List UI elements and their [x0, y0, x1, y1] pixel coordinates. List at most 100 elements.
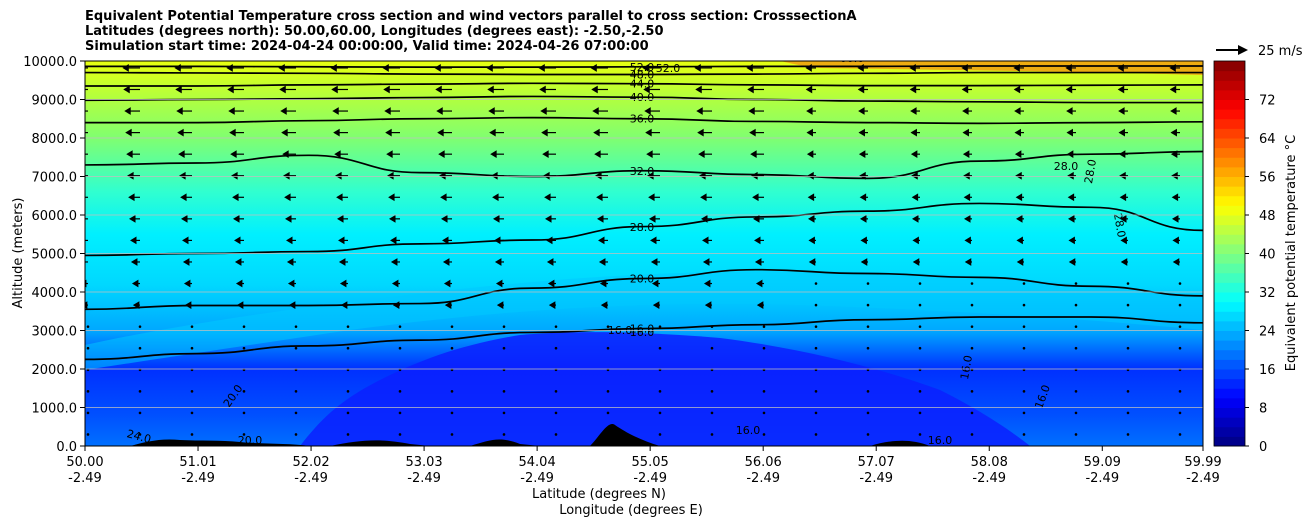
wind-vector-head: [439, 171, 446, 180]
x-tick-lon-6: -2.49: [746, 471, 780, 486]
wind-vector-head: [857, 64, 864, 72]
wind-vector-dot: [866, 433, 870, 436]
colorbar-band-13: [1214, 311, 1245, 322]
wind-vector-head: [858, 128, 865, 137]
wind-vector-head: [964, 214, 971, 223]
wind-vector-head: [286, 258, 294, 266]
wind-vector-head: [910, 128, 917, 137]
wind-vector-dot: [814, 325, 818, 328]
wind-vector-dot: [762, 390, 766, 393]
wind-vector-head: [1014, 107, 1021, 115]
contour-label-extra-1: 16.0: [630, 326, 655, 339]
wind-vector-head: [1014, 150, 1022, 159]
wind-vector-head: [491, 171, 498, 180]
wind-vector-dot: [918, 303, 922, 307]
wind-vector-head: [805, 85, 813, 94]
colorbar-band-38: [1214, 70, 1245, 81]
x-tick-lon-4: -2.49: [520, 471, 554, 486]
wind-vector-dot: [398, 433, 402, 436]
wind-vector-dot: [814, 303, 818, 307]
wind-vector-dot: [138, 433, 142, 436]
wind-vector-head: [125, 128, 132, 137]
colorbar-band-32: [1214, 128, 1245, 139]
wind-vector-dot: [1074, 325, 1078, 328]
y-tick-label-9: 9000.0: [32, 94, 78, 109]
wind-vector-head: [386, 150, 393, 159]
wind-vector-head: [592, 107, 599, 115]
colorbar-band-9: [1214, 349, 1245, 360]
wind-vector-head: [746, 64, 753, 72]
wind-vector-head: [85, 258, 86, 266]
colorbar-tick-label-4: 32: [1259, 286, 1276, 301]
wind-vector-head: [234, 236, 241, 245]
wind-vector-head: [284, 193, 291, 202]
x-tick-lon-7: -2.49: [859, 471, 893, 486]
colorbar-band-28: [1214, 166, 1245, 177]
wind-vector-head: [647, 171, 654, 180]
wind-vector-head: [486, 64, 493, 72]
contour-label-16: 16.0: [630, 323, 655, 336]
x-tick-lat-8: 58.08: [971, 455, 1008, 470]
wind-vector-dot: [658, 411, 662, 415]
wind-vector-head: [642, 64, 649, 72]
wind-vector-head: [1118, 128, 1125, 137]
wind-vector-head: [79, 237, 84, 243]
x-tick-lon-8: -2.49: [972, 471, 1006, 486]
wind-vector-head: [235, 279, 243, 288]
wind-vector-dot: [398, 390, 402, 393]
y-tick-label-2: 2000.0: [32, 363, 78, 378]
wind-vector-head: [78, 216, 83, 222]
wind-vector-dot: [86, 411, 90, 415]
wind-vector-head: [649, 214, 656, 223]
wind-vector-dot: [762, 433, 766, 436]
contour-36: [85, 116, 1203, 125]
x-tick-lon-5: -2.49: [633, 471, 667, 486]
colorbar-band-3: [1214, 407, 1245, 418]
wind-vector-head: [548, 301, 556, 309]
wind-vector-head: [807, 193, 815, 202]
wind-vector-head: [700, 193, 707, 202]
wind-vector-head: [755, 279, 763, 288]
wind-vector-head: [702, 258, 710, 266]
x-tick-lat-1: 51.01: [179, 455, 216, 470]
y-axis-label: Altitude (meters): [11, 198, 26, 309]
wind-vector-head: [390, 236, 397, 245]
wind-vector-dot: [814, 433, 818, 436]
contour-label-36: 36.0: [630, 113, 655, 126]
x-axis-label: Latitude (degrees N): [532, 487, 666, 502]
wind-vector-dot: [294, 433, 298, 436]
colorbar-label: Equivalent potential temperature °C: [1284, 135, 1299, 371]
wind-vector-head: [909, 85, 917, 94]
colorbar-tick-label-1: 8: [1259, 402, 1267, 417]
wind-vector-dot: [1022, 303, 1026, 307]
wind-vector-head: [286, 236, 293, 245]
wind-vector-head: [544, 193, 551, 202]
wind-vector-head: [388, 193, 395, 202]
contour-32: [85, 150, 1203, 180]
contour-48: [85, 71, 1203, 76]
colorbar-band-18: [1214, 263, 1245, 274]
wind-vector-dot: [606, 390, 610, 393]
wind-vector-head: [1013, 64, 1020, 72]
wind-vector-dot: [970, 346, 974, 350]
wind-vector-head: [1066, 150, 1074, 159]
wind-vector-dot: [242, 346, 246, 350]
wind-vector-head: [747, 85, 754, 94]
wind-vector-head: [340, 301, 348, 309]
colorbar-band-33: [1214, 118, 1245, 129]
colorbar-band-21: [1214, 234, 1245, 245]
x-tick-lon-10: -2.49: [1186, 471, 1220, 486]
colorbar-band-24: [1214, 205, 1245, 216]
wind-vector-head: [1117, 85, 1125, 94]
wind-vector-head: [753, 214, 760, 223]
y-tick-label-5: 5000.0: [32, 248, 78, 263]
wind-vector-head: [910, 107, 917, 115]
wind-vector-head: [330, 64, 337, 72]
wind-vector-dot: [294, 325, 298, 328]
wind-vector-dot: [138, 411, 142, 415]
wind-vectors-group: [78, 64, 1182, 436]
wind-vector-head: [278, 64, 285, 72]
wind-vector-head: [444, 301, 452, 309]
colorbar-tick-label-9: 72: [1259, 94, 1276, 109]
wind-vector-head: [857, 85, 865, 94]
